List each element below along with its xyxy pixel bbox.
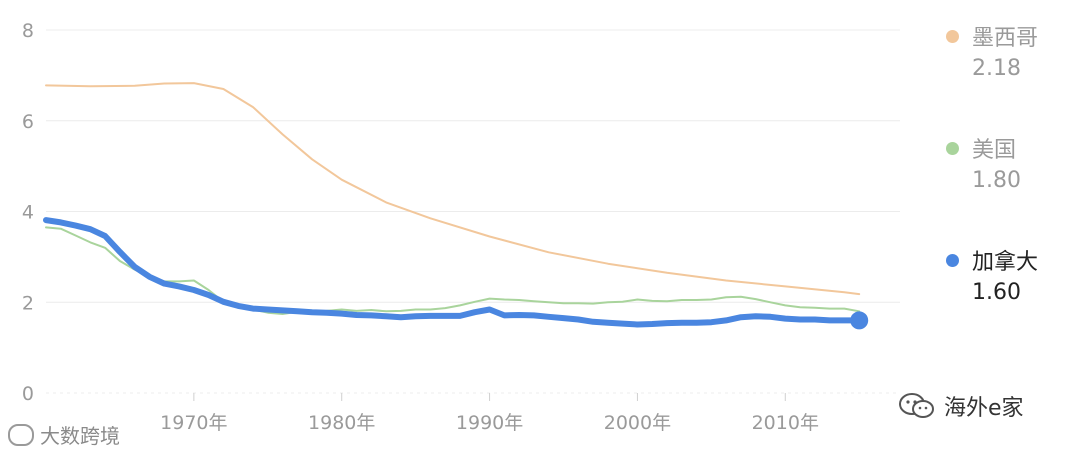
x-tick-label: 1970年 bbox=[160, 412, 227, 434]
series-line-0[interactable] bbox=[45, 82, 861, 296]
legend-series-value: 1.60 bbox=[972, 280, 1021, 305]
watermark-right: 海外e家 bbox=[898, 390, 1024, 422]
line-chart: 0 2 4 6 8 1970年 1980年 1990年 2000年 2010年 bbox=[22, 20, 900, 434]
y-tick-label: 0 bbox=[22, 383, 34, 405]
legend-item-mexico[interactable]: 墨西哥 2.18 bbox=[946, 20, 1076, 81]
grid-lines bbox=[46, 29, 900, 394]
y-tick-label: 6 bbox=[22, 111, 34, 133]
watermark-left: 大数跨境 bbox=[8, 420, 120, 449]
legend-series-name: 加拿大 bbox=[972, 250, 1039, 275]
legend-dot bbox=[946, 253, 959, 267]
legend-dot bbox=[946, 29, 959, 43]
watermark-right-text: 海外e家 bbox=[944, 396, 1024, 421]
x-tick-label: 2010年 bbox=[752, 412, 819, 434]
legend-item-usa[interactable]: 美国 1.80 bbox=[946, 132, 1076, 193]
series-line-2[interactable] bbox=[43, 217, 863, 328]
series-lines bbox=[43, 82, 863, 328]
legend-item-canada[interactable]: 加拿大 1.60 bbox=[946, 244, 1076, 305]
series-end-point[interactable] bbox=[850, 311, 869, 330]
x-axis-ticks: 1970年 1980年 1990年 2000年 2010年 bbox=[160, 393, 819, 434]
watermark-left-text: 大数跨境 bbox=[40, 424, 120, 448]
legend-series-name: 美国 bbox=[972, 138, 1017, 163]
legend-dot bbox=[946, 141, 959, 155]
legend-series-name: 墨西哥 bbox=[972, 26, 1039, 51]
series-end-markers bbox=[850, 311, 869, 330]
x-tick-label: 1980年 bbox=[308, 412, 375, 434]
watermark-logo-icon bbox=[8, 423, 34, 446]
y-tick-label: 8 bbox=[22, 20, 34, 42]
x-tick-label: 2000年 bbox=[604, 412, 671, 434]
x-tick-label: 1990年 bbox=[456, 412, 523, 434]
wechat-icon bbox=[899, 393, 934, 418]
legend-series-value: 1.80 bbox=[972, 168, 1021, 193]
legend-series-value: 2.18 bbox=[972, 56, 1021, 81]
series-line-1[interactable] bbox=[45, 226, 861, 315]
y-tick-label: 4 bbox=[22, 202, 34, 224]
y-axis-ticks: 0 2 4 6 8 bbox=[22, 20, 34, 405]
y-tick-label: 2 bbox=[22, 292, 34, 314]
